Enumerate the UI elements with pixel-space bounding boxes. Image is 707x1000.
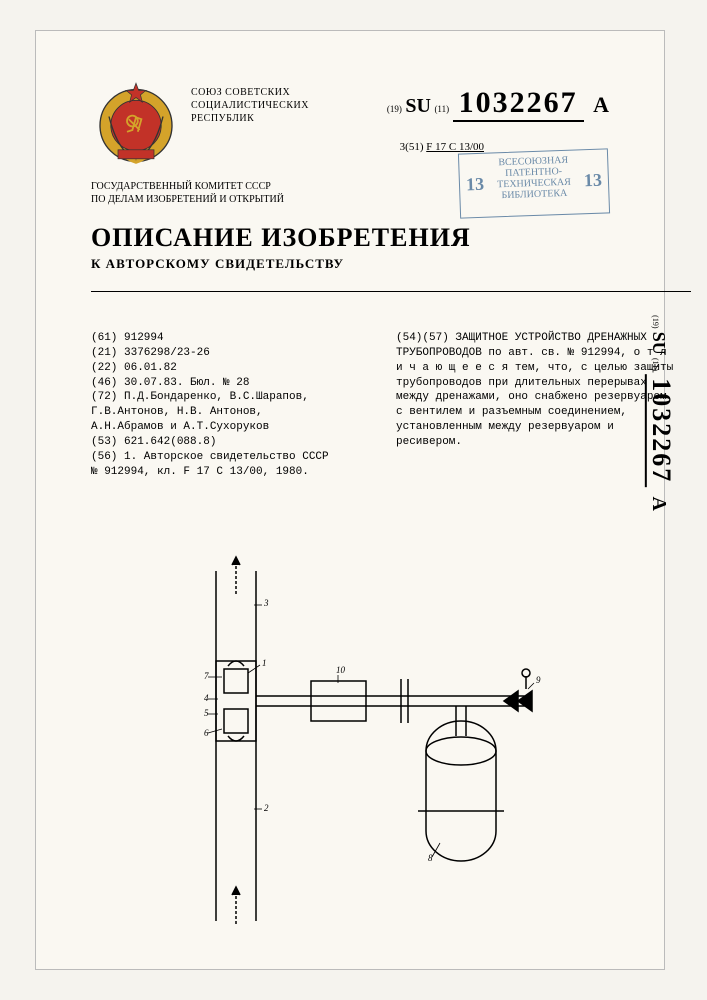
side-patent-code: (19) SU (11) 1032267 A [646, 315, 676, 511]
side-code-number: 1032267 [645, 374, 676, 487]
committee-line2: ПО ДЕЛАМ ИЗОБРЕТЕНИЙ И ОТКРЫТИЙ [91, 194, 284, 207]
side-code-mid: (11) [651, 358, 660, 371]
patent-page: СОЮЗ СОВЕТСКИХ СОЦИАЛИСТИЧЕСКИХ РЕСПУБЛИ… [35, 30, 665, 970]
ussr-emblem [91, 76, 181, 166]
class-prefix: 3(51) [400, 141, 424, 153]
biblio-61: (61) 912994 [91, 331, 371, 346]
svg-text:9: 9 [536, 675, 541, 685]
side-code-country: SU [649, 332, 669, 355]
left-column: (61) 912994 (21) 3376298/23-26 (22) 06.0… [91, 331, 371, 479]
class-code: 3(51) F 17 C 13/00 [400, 141, 484, 153]
committee-text: ГОСУДАРСТВЕННЫЙ КОМИТЕТ СССР ПО ДЕЛАМ ИЗ… [91, 181, 284, 206]
class-code-val: F 17 C 13/00 [426, 141, 484, 153]
code-country: SU [405, 95, 431, 117]
biblio-72b: Г.В.Антонов, Н.В. Антонов, [91, 405, 371, 420]
union-line2: СОЦИАЛИСТИЧЕСКИХ [191, 99, 309, 112]
biblio-72c: А.Н.Абрамов и А.Т.Сухоруков [91, 420, 371, 435]
title-main: ОПИСАНИЕ ИЗОБРЕТЕНИЯ [91, 223, 471, 253]
code-mid: (11) [434, 104, 449, 114]
title-sub: К АВТОРСКОМУ СВИДЕТЕЛЬСТВУ [91, 256, 344, 272]
svg-text:7: 7 [204, 671, 209, 681]
abstract-text: (54)(57) ЗАЩИТНОЕ УСТРОЙСТВО ДРЕНАЖНЫХ Т… [396, 331, 676, 450]
svg-text:3: 3 [263, 598, 269, 608]
technical-drawing: 7 4 5 6 1 3 2 10 9 8 [156, 551, 586, 931]
biblio-53: (53) 621.642(088.8) [91, 435, 371, 450]
biblio-46: (46) 30.07.83. Бюл. № 28 [91, 376, 371, 391]
biblio-56a: (56) 1. Авторское свидетельство СССР [91, 450, 371, 465]
svg-text:4: 4 [204, 693, 209, 703]
side-code-prefix: (19) [651, 315, 660, 328]
divider [91, 291, 691, 292]
biblio-21: (21) 3376298/23-26 [91, 346, 371, 361]
svg-text:2: 2 [264, 803, 269, 813]
svg-text:10: 10 [336, 665, 346, 675]
biblio-22: (22) 06.01.82 [91, 361, 371, 376]
right-column: (54)(57) ЗАЩИТНОЕ УСТРОЙСТВО ДРЕНАЖНЫХ Т… [396, 331, 676, 450]
committee-line1: ГОСУДАРСТВЕННЫЙ КОМИТЕТ СССР [91, 181, 284, 194]
side-code-suffix: A [648, 497, 670, 511]
union-text: СОЮЗ СОВЕТСКИХ СОЦИАЛИСТИЧЕСКИХ РЕСПУБЛИ… [191, 86, 309, 125]
biblio-56b: № 912994, кл. F 17 C 13/00, 1980. [91, 465, 371, 480]
biblio-72a: (72) П.Д.Бондаренко, В.С.Шарапов, [91, 390, 371, 405]
library-stamp: 13 13 ВСЕСОЮЗНАЯ ПАТЕНТНО- ТЕХНИЧЕСКАЯ Б… [458, 148, 610, 218]
stamp-num-left: 13 [466, 174, 485, 196]
svg-text:1: 1 [262, 658, 267, 668]
svg-text:5: 5 [204, 708, 209, 718]
union-line1: СОЮЗ СОВЕТСКИХ [191, 86, 309, 99]
code-prefix: (19) [387, 104, 402, 114]
patent-code: (19) SU (11) 1032267 A [387, 86, 609, 120]
stamp-num-right: 13 [584, 170, 603, 192]
union-line3: РЕСПУБЛИК [191, 112, 309, 125]
code-suffix: A [593, 92, 609, 117]
svg-text:8: 8 [428, 853, 433, 863]
code-number: 1032267 [453, 86, 584, 122]
